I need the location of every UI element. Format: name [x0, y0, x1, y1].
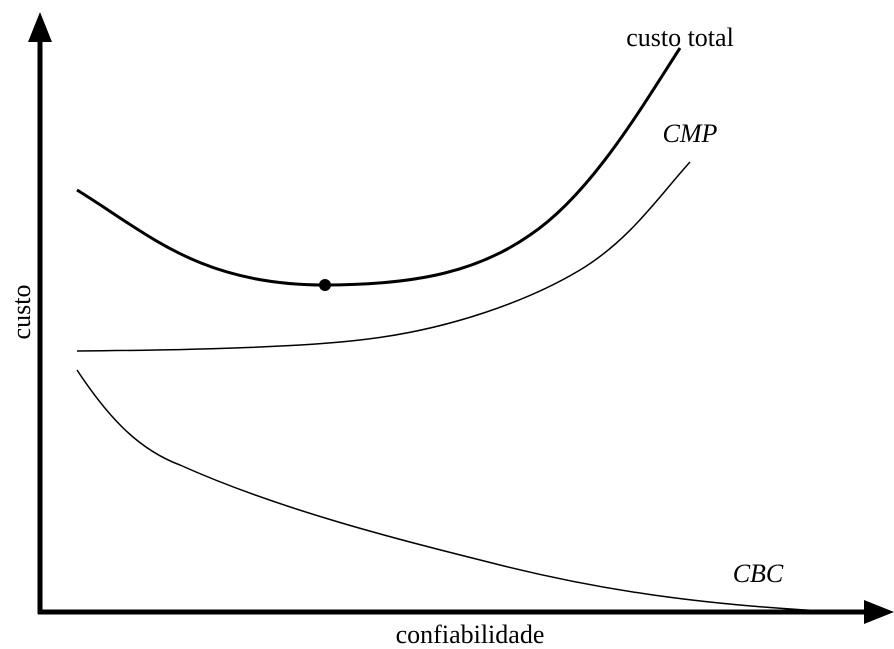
- cmp-curve: [76, 161, 691, 352]
- total-cost-label: custo total: [626, 23, 734, 52]
- cbc-label: CBC: [733, 559, 784, 588]
- y-axis-label: custo: [7, 285, 36, 340]
- y-axis-arrow: [28, 12, 52, 42]
- cbc-curve: [76, 369, 841, 613]
- x-axis-label: confiabilidade: [396, 620, 545, 649]
- total-cost-curve: [76, 47, 682, 287]
- x-axis-arrow: [864, 600, 894, 624]
- optimum-point: [319, 279, 331, 291]
- cmp-label: CMP: [663, 119, 718, 148]
